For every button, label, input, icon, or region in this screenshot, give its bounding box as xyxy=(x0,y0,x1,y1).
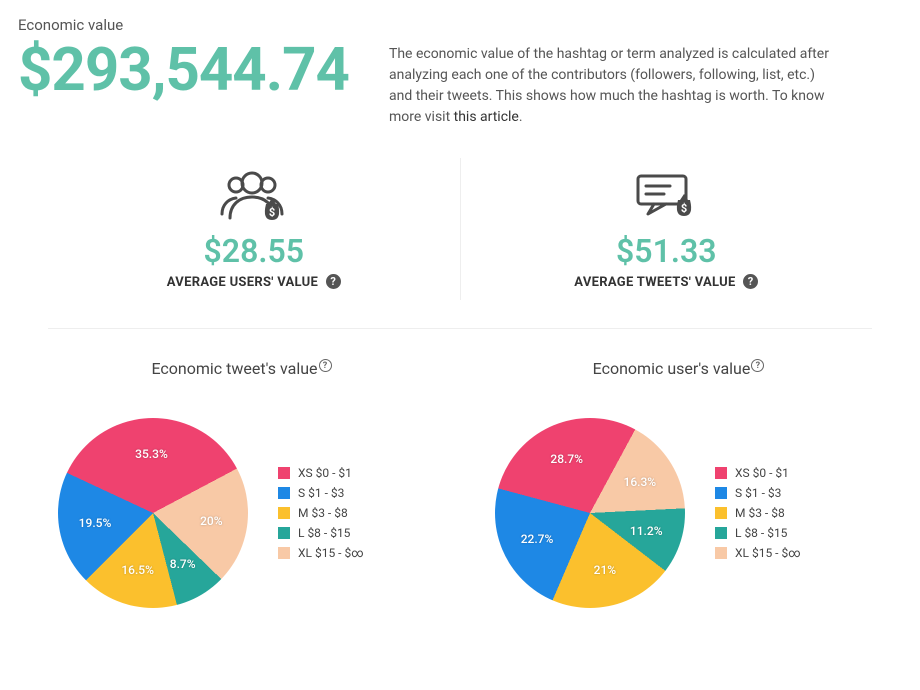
tweets-icon: $ xyxy=(624,168,708,228)
description-suffix: . xyxy=(519,109,523,125)
legend-item: S $1 - $3 xyxy=(278,486,364,500)
legend-swatch xyxy=(278,527,290,539)
avg-users-value: $28.55 xyxy=(68,232,440,270)
legend-swatch xyxy=(278,507,290,519)
legend-swatch xyxy=(715,507,727,519)
user-chart-title: Economic user's value xyxy=(593,359,751,378)
legend-item: XL $15 - $∞ xyxy=(278,546,364,560)
legend-item: M $3 - $8 xyxy=(278,506,364,520)
legend-swatch xyxy=(715,527,727,539)
legend-swatch xyxy=(278,467,290,479)
tweet-chart-title-wrap: Economic tweet's value? xyxy=(28,359,455,378)
tweet-pie-chart: 35.3%20%8.7%16.5%19.5% xyxy=(58,418,248,608)
users-icon: $ xyxy=(212,168,296,228)
legend-item: XS $0 - $1 xyxy=(278,466,364,480)
tweet-chart-title: Economic tweet's value xyxy=(151,359,317,378)
user-pie-chart: 28.7%16.3%11.2%21%22.7% xyxy=(495,418,685,608)
legend-swatch xyxy=(715,547,727,559)
legend-label: S $1 - $3 xyxy=(298,486,344,500)
avg-users-label-wrap: AVERAGE USERS' VALUE ? xyxy=(68,274,440,290)
legend-item: XL $15 - $∞ xyxy=(715,546,801,560)
tweet-legend: XS $0 - $1 S $1 - $3 M $3 - $8 L $8 - $15 XL… xyxy=(278,466,364,560)
legend-swatch xyxy=(715,467,727,479)
tweet-chart-col: Economic tweet's value? 35.3%20%8.7%16.5… xyxy=(28,359,455,608)
pie-disc xyxy=(58,418,248,608)
avg-tweets-label-wrap: AVERAGE TWEETS' VALUE ? xyxy=(481,274,853,290)
user-chart-col: Economic user's value? 28.7%16.3%11.2%21… xyxy=(465,359,892,608)
description: The economic value of the hashtag or ter… xyxy=(389,38,829,128)
legend-label: S $1 - $3 xyxy=(735,486,781,500)
svg-text:$: $ xyxy=(681,202,687,215)
legend-label: XS $0 - $1 xyxy=(735,466,789,480)
user-legend: XS $0 - $1 S $1 - $3 M $3 - $8 L $8 - $15 XL… xyxy=(715,466,801,560)
help-icon[interactable]: ? xyxy=(751,359,764,372)
legend-item: L $8 - $15 xyxy=(278,526,364,540)
legend-item: L $8 - $15 xyxy=(715,526,801,540)
section-title: Economic value xyxy=(18,16,902,34)
total-economic-value: $293,544.74 xyxy=(18,38,349,101)
charts-row: Economic tweet's value? 35.3%20%8.7%16.5… xyxy=(18,359,902,608)
tweet-chart-body: 35.3%20%8.7%16.5%19.5% XS $0 - $1 S $1 - … xyxy=(28,418,455,608)
avg-users-col: $ $28.55 AVERAGE USERS' VALUE ? xyxy=(48,158,461,300)
averages-row: $ $28.55 AVERAGE USERS' VALUE ? xyxy=(48,158,872,329)
hero-row: $293,544.74 The economic value of the ha… xyxy=(18,38,902,128)
legend-swatch xyxy=(715,487,727,499)
legend-swatch xyxy=(278,487,290,499)
avg-users-label: AVERAGE USERS' VALUE xyxy=(167,275,318,290)
legend-label: M $3 - $8 xyxy=(298,506,348,520)
legend-label: XL $15 - $∞ xyxy=(735,546,801,560)
legend-item: XS $0 - $1 xyxy=(715,466,801,480)
avg-tweets-col: $ $51.33 AVERAGE TWEETS' VALUE ? xyxy=(461,158,873,300)
legend-item: M $3 - $8 xyxy=(715,506,801,520)
article-link[interactable]: this article xyxy=(454,109,519,125)
legend-swatch xyxy=(278,547,290,559)
help-icon[interactable]: ? xyxy=(326,274,341,289)
pie-disc xyxy=(495,418,685,608)
legend-label: L $8 - $15 xyxy=(298,526,350,540)
avg-tweets-value: $51.33 xyxy=(481,232,853,270)
legend-label: XS $0 - $1 xyxy=(298,466,352,480)
legend-label: XL $15 - $∞ xyxy=(298,546,364,560)
svg-text:$: $ xyxy=(269,206,275,219)
legend-item: S $1 - $3 xyxy=(715,486,801,500)
legend-label: L $8 - $15 xyxy=(735,526,787,540)
help-icon[interactable]: ? xyxy=(743,274,758,289)
user-chart-body: 28.7%16.3%11.2%21%22.7% XS $0 - $1 S $1 -… xyxy=(465,418,892,608)
help-icon[interactable]: ? xyxy=(319,359,332,372)
legend-label: M $3 - $8 xyxy=(735,506,785,520)
user-chart-title-wrap: Economic user's value? xyxy=(465,359,892,378)
avg-tweets-label: AVERAGE TWEETS' VALUE xyxy=(574,275,735,290)
